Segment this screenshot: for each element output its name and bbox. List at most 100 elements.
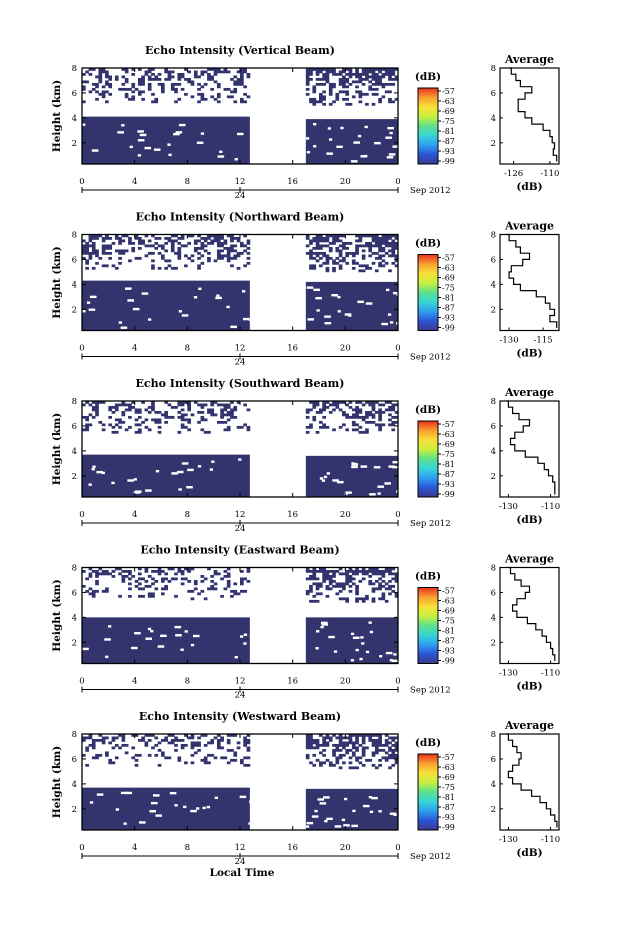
echo-cell — [391, 244, 396, 248]
echo-cell — [368, 244, 373, 248]
echo-cell — [111, 738, 116, 742]
echo-cell — [147, 405, 152, 409]
echo-cell — [187, 428, 192, 432]
echo-cell — [322, 577, 326, 581]
echo-cell — [365, 266, 369, 270]
echo-cell — [137, 415, 142, 419]
echo-cell — [137, 423, 142, 427]
echo-cell — [151, 592, 155, 596]
echo-cell — [332, 428, 336, 432]
echo-cell — [128, 403, 132, 407]
x-tick-label: 16 — [287, 510, 298, 520]
echo-cell — [388, 569, 392, 573]
echo-cell — [351, 413, 356, 417]
echo-gap — [344, 492, 348, 496]
echo-cell — [114, 743, 119, 747]
echo-cell — [335, 246, 340, 250]
echo-cell — [322, 748, 326, 752]
echo-cell — [319, 410, 323, 414]
echo-cell — [378, 77, 382, 81]
echo-cell — [220, 420, 224, 424]
echo-cell — [101, 741, 106, 745]
echo-gap — [344, 313, 352, 316]
echo-cell — [184, 264, 188, 268]
echo-cell — [325, 401, 330, 404]
echo-cell — [355, 423, 359, 427]
echo-cell — [378, 256, 382, 260]
echo-cell — [345, 261, 350, 265]
echo-cell — [154, 410, 159, 414]
echo-cell — [361, 736, 366, 740]
colorbar-unit: (dB) — [415, 404, 441, 416]
echo-gap — [200, 132, 205, 135]
echo-gap — [132, 307, 140, 311]
echo-cell — [305, 743, 310, 747]
echo-cell — [361, 597, 366, 601]
echo-cell — [365, 70, 369, 74]
echo-cell — [374, 741, 379, 745]
echo-cell — [131, 746, 136, 750]
echo-cell — [391, 77, 396, 81]
echo-cell — [85, 425, 89, 429]
echo-gap — [312, 145, 317, 148]
echo-cell — [305, 589, 310, 593]
echo-cell — [315, 241, 320, 245]
average-y-tick-label: 4 — [491, 613, 496, 623]
echo-cell — [226, 428, 231, 432]
echo-cell — [164, 420, 168, 424]
echo-cell — [226, 405, 231, 409]
echo-cell — [170, 405, 175, 409]
echo-cell — [345, 572, 350, 576]
echo-cell — [342, 741, 346, 745]
y-tick-label: 6 — [72, 588, 77, 598]
echo-cell — [216, 82, 221, 86]
echo-gap — [365, 650, 370, 654]
echo-cell — [315, 577, 320, 581]
colorbar-tick-label: -81 — [442, 460, 455, 469]
echo-cell — [118, 425, 122, 429]
colorbar-tick-label: -87 — [442, 636, 455, 645]
echo-cell — [319, 743, 323, 747]
echo-cell — [147, 85, 152, 89]
echo-gap — [197, 465, 202, 468]
colorbar-unit: (dB) — [415, 238, 441, 250]
echo-cell — [233, 82, 238, 86]
echo-cell — [230, 410, 234, 414]
echo-cell — [118, 746, 122, 750]
echo-cell — [391, 743, 396, 747]
echo-cell — [358, 72, 363, 76]
echo-cell — [328, 569, 333, 573]
echo-cell — [246, 756, 251, 760]
echo-gap — [88, 483, 92, 486]
y-tick-label: 4 — [72, 447, 77, 457]
echo-cell — [226, 418, 231, 422]
echo-gap — [169, 791, 177, 795]
echo-cell — [374, 738, 379, 742]
echo-cell — [128, 236, 132, 240]
echo-cell — [319, 70, 323, 74]
echo-cell — [164, 410, 168, 414]
echo-gap — [111, 481, 115, 485]
echo-cell — [371, 82, 376, 86]
echo-cell — [207, 430, 211, 434]
echo-cell — [355, 584, 359, 588]
echo-cell — [240, 97, 244, 101]
echo-cell — [338, 244, 343, 248]
echo-cell — [332, 403, 336, 407]
echo-cell — [391, 100, 396, 104]
echo-gap — [88, 308, 96, 311]
echo-cell — [121, 249, 126, 253]
echo-gap — [181, 462, 189, 465]
echo-cell — [345, 72, 350, 76]
echo-cell — [180, 236, 185, 240]
echo-gap — [377, 485, 384, 488]
echo-cell — [374, 87, 379, 91]
echo-cell — [134, 763, 139, 767]
echo-cell — [91, 415, 96, 419]
echo-cell — [322, 567, 326, 571]
echo-cell — [345, 569, 350, 573]
echo-cell — [322, 239, 326, 243]
echo-cell — [368, 736, 373, 740]
echo-cell — [190, 82, 195, 86]
echo-gap — [120, 791, 128, 795]
